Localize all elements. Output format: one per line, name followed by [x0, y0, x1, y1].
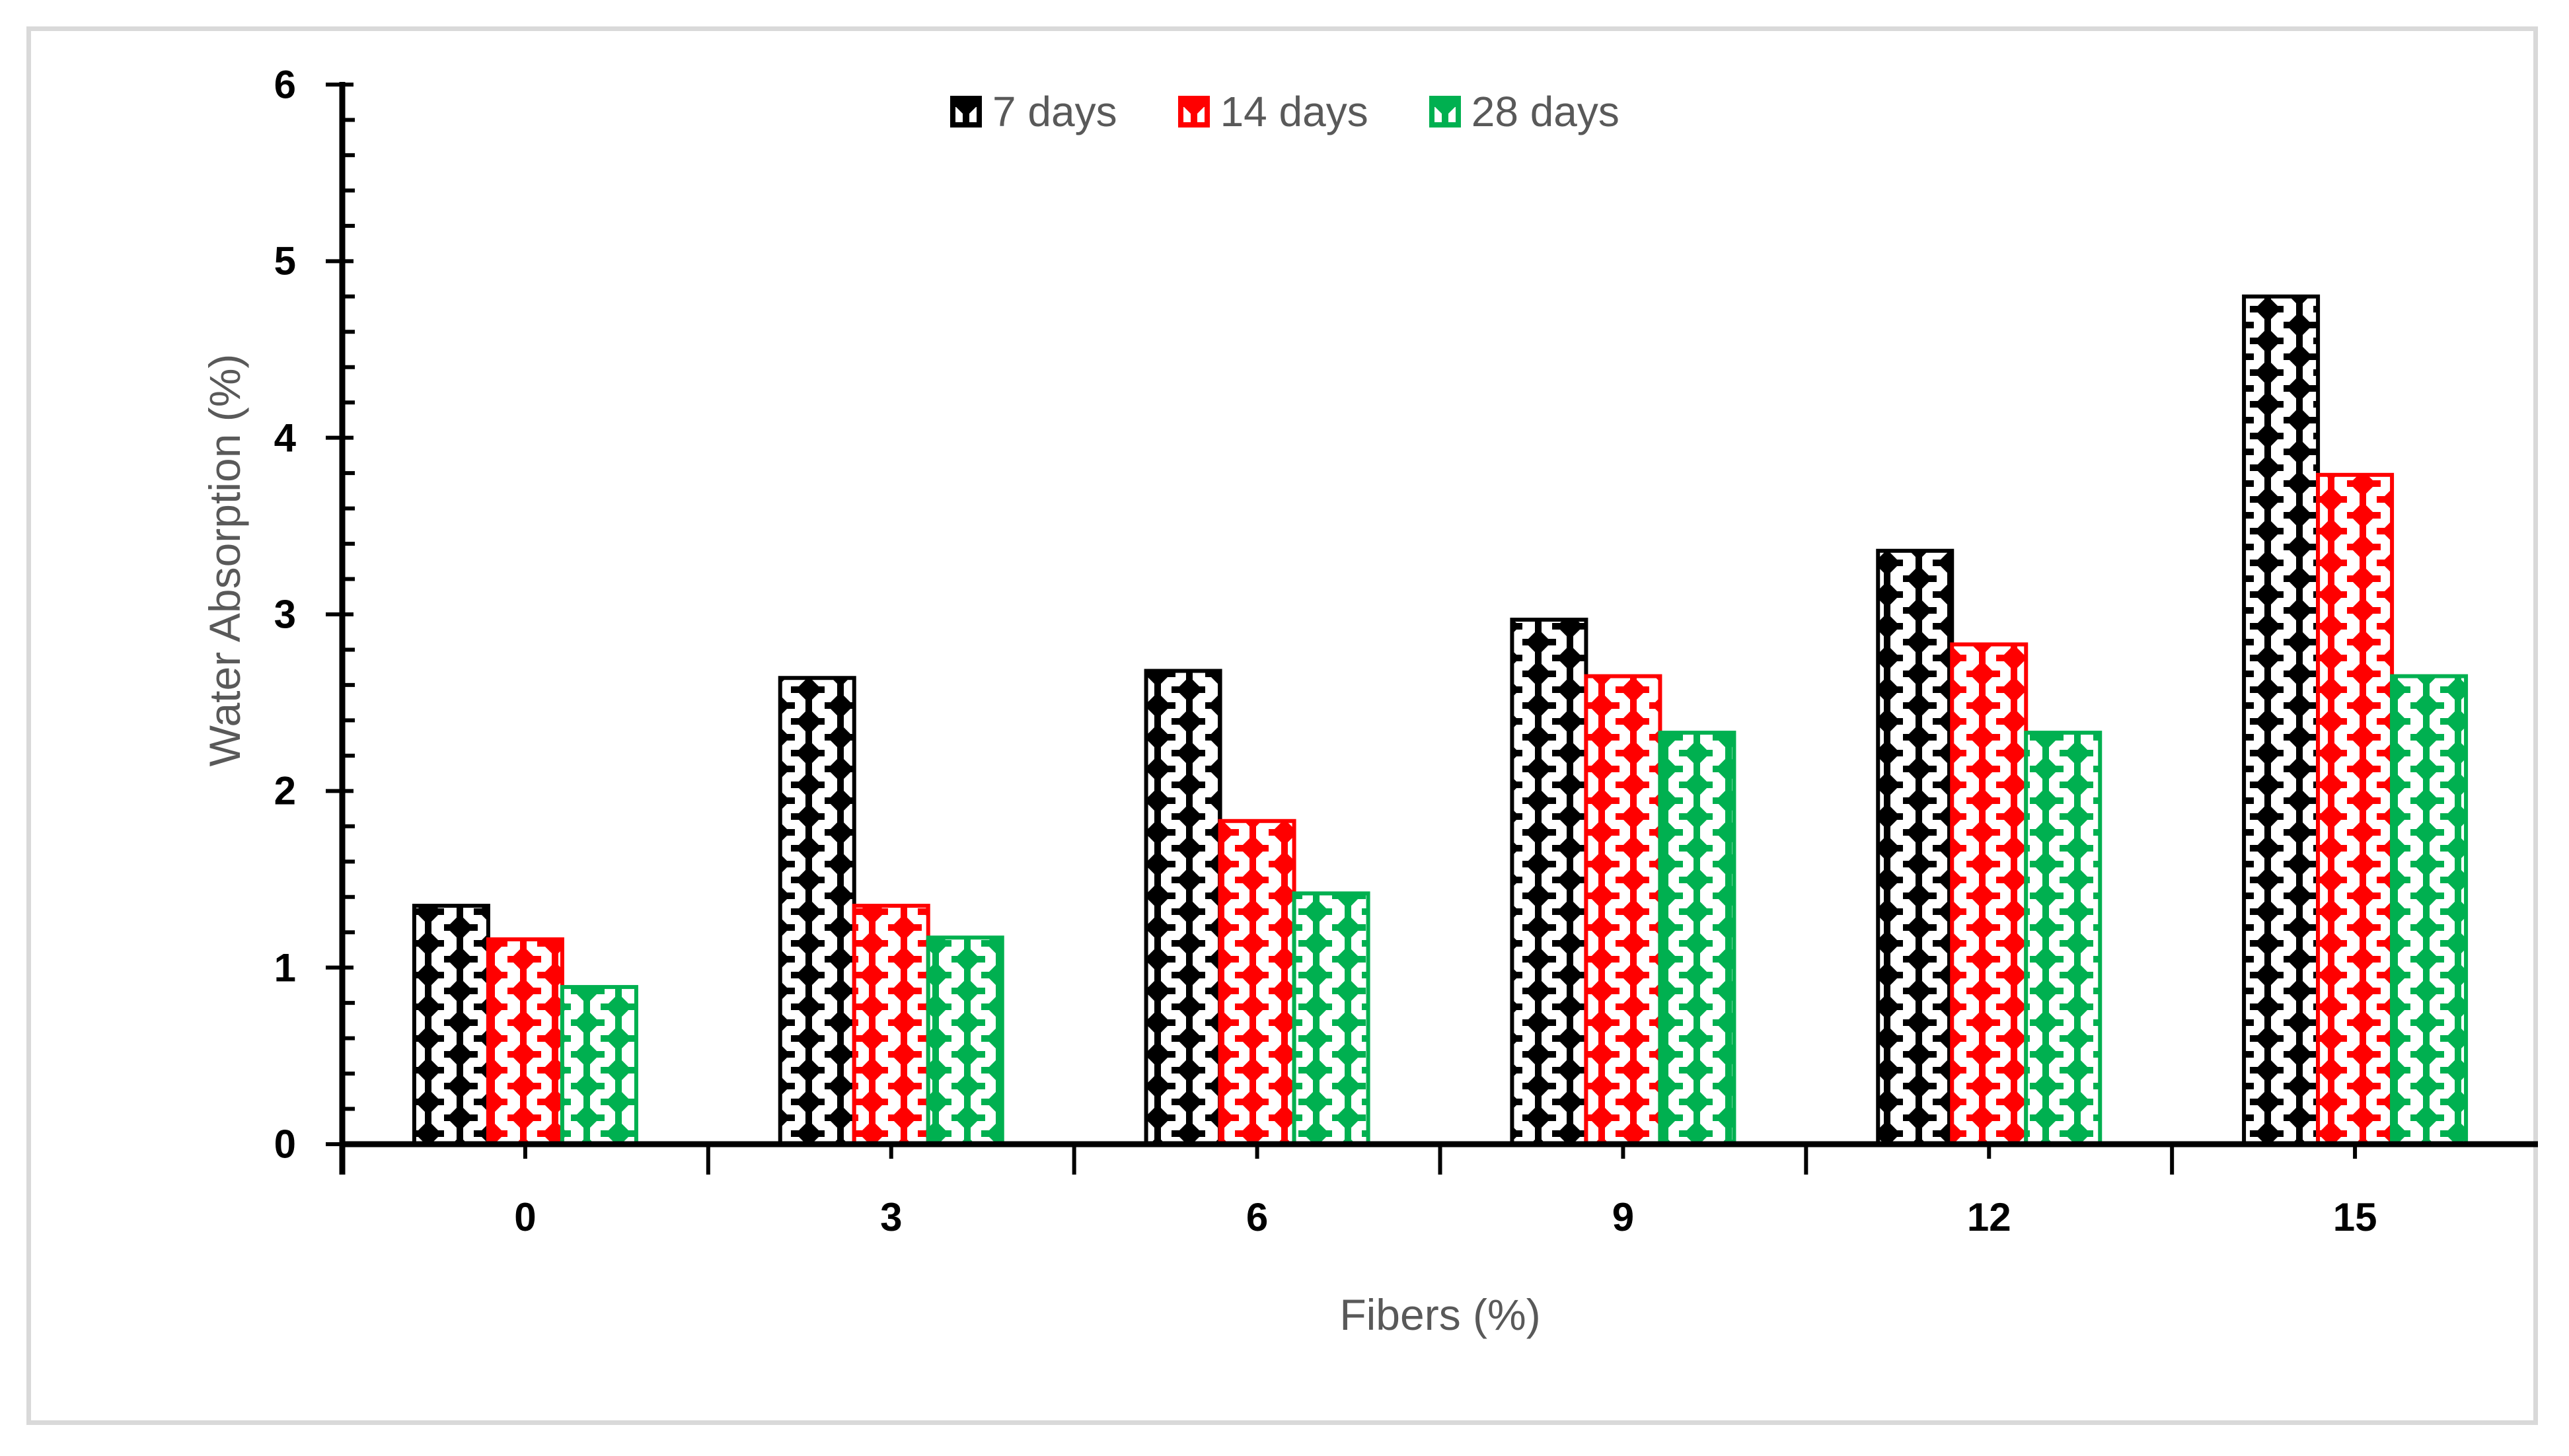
y-tick-label: 6: [274, 62, 296, 107]
legend-swatch-28-days-icon: [1429, 96, 1461, 127]
x-tick-label: 15: [2332, 1195, 2377, 1239]
x-axis-title: Fibers (%): [1339, 1290, 1541, 1339]
legend-item-28-days: 28 days: [1429, 87, 1620, 136]
x-tick-label: 0: [514, 1195, 537, 1239]
x-tick-label: 3: [880, 1195, 903, 1239]
bar-14-days-x0: [486, 937, 564, 1146]
legend: 7 days 14 days 28 days: [950, 87, 1620, 136]
bar-28-days-x6: [1292, 891, 1370, 1147]
y-tick-label: 3: [274, 592, 296, 637]
bar-14-days-x6: [1218, 819, 1296, 1147]
legend-item-14-days: 14 days: [1177, 87, 1368, 136]
legend-label: 14 days: [1220, 88, 1368, 135]
y-axis-title: Water Absorption (%): [200, 353, 249, 767]
x-tick-label: 12: [1966, 1195, 2011, 1239]
bar-14-days-x9: [1584, 674, 1662, 1146]
x-tick-label: 6: [1246, 1195, 1269, 1239]
bar-28-days-x0: [560, 985, 638, 1147]
bar-28-days-x9: [1658, 731, 1736, 1146]
y-tick-label: 0: [274, 1122, 296, 1167]
y-tick-label: 5: [274, 238, 296, 283]
legend-item-7-days: 7 days: [950, 87, 1117, 136]
bar-14-days-x15: [2316, 472, 2395, 1146]
bar-14-days-x12: [1950, 642, 2029, 1146]
bar-7-days-x15: [2242, 294, 2321, 1146]
y-tick-label: 2: [274, 768, 296, 813]
legend-swatch-7-days-icon: [950, 96, 982, 127]
figure-frame: [26, 26, 2538, 1425]
y-tick-label: 4: [274, 416, 296, 460]
legend-label: 7 days: [992, 88, 1117, 135]
legend-label: 28 days: [1471, 88, 1620, 135]
bar-28-days-x12: [2024, 731, 2103, 1146]
bar-28-days-x15: [2390, 674, 2469, 1146]
bar-14-days-x3: [852, 904, 930, 1146]
bar-7-days-x6: [1144, 669, 1222, 1146]
bar-7-days-x3: [778, 676, 856, 1146]
bar-7-days-x0: [412, 904, 490, 1146]
legend-swatch-14-days-icon: [1177, 96, 1210, 127]
bar-7-days-x9: [1510, 618, 1588, 1146]
bar-28-days-x3: [926, 935, 1004, 1146]
bar-7-days-x12: [1876, 548, 1955, 1146]
x-tick-label: 9: [1612, 1195, 1635, 1239]
y-tick-label: 1: [274, 945, 296, 990]
